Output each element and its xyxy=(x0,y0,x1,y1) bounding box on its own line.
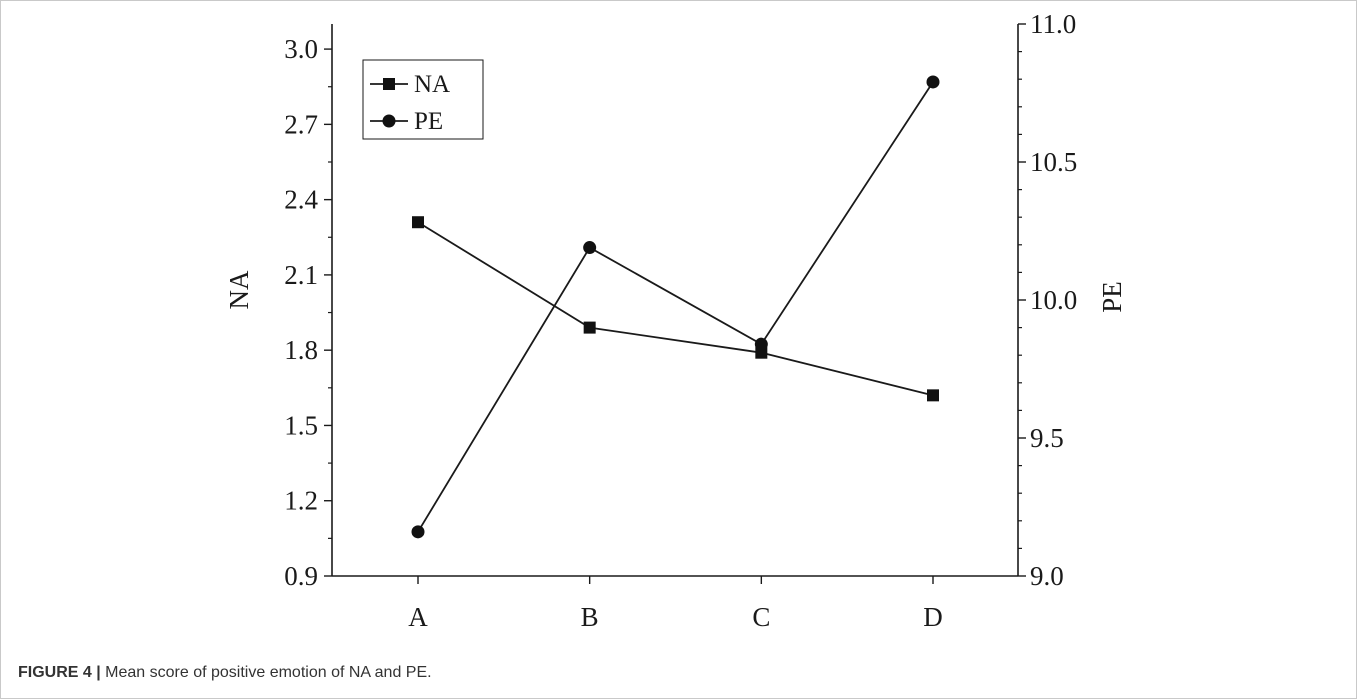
legend-box xyxy=(362,59,484,140)
figure-caption: FIGURE 4 | Mean score of positive emotio… xyxy=(18,664,1338,682)
x-tick-label: A xyxy=(408,602,428,632)
x-tick-label: D xyxy=(923,602,943,632)
series-line-pe xyxy=(417,81,934,533)
legend: NA PE xyxy=(362,59,484,140)
left-tick-label: 2.4 xyxy=(284,185,318,215)
left-tick-label: 2.1 xyxy=(284,260,318,290)
series-marker-na xyxy=(927,389,939,402)
plot-area: 0.9 1.2 1.5 1.8 2.1 2.4 2.7 3.0 9.0 9.5 10.0 10.5 11… xyxy=(284,9,1077,632)
caption-text: Mean score of positive emotion of NA and… xyxy=(105,664,432,681)
right-tick-label: 10.0 xyxy=(1030,285,1077,315)
right-tick-label: 10.5 xyxy=(1030,147,1077,177)
series-line-na xyxy=(417,221,934,397)
right-tick-label: 11.0 xyxy=(1030,9,1076,39)
legend-marker-pe xyxy=(382,114,396,128)
legend-marker-na xyxy=(383,78,395,90)
series-marker-na xyxy=(583,321,596,334)
left-tick-label: 1.5 xyxy=(284,410,318,440)
line-chart: 0.9 1.2 1.5 1.8 2.1 2.4 2.7 3.0 9.0 9.5 10.0 10.5 11… xyxy=(224,9,1127,632)
right-tick-label: 9.0 xyxy=(1030,561,1064,591)
left-axis-title: NA xyxy=(224,270,254,309)
series-marker-pe xyxy=(411,525,425,539)
right-axis-title: PE xyxy=(1097,281,1127,313)
left-tick-label: 0.9 xyxy=(284,561,318,591)
series-marker-pe xyxy=(754,337,768,351)
series-marker-na xyxy=(412,216,424,229)
left-tick-label: 1.8 xyxy=(284,335,318,365)
series-marker-pe xyxy=(583,241,597,255)
legend-label-pe: PE xyxy=(414,108,443,135)
caption-label: FIGURE 4 | xyxy=(18,664,101,681)
x-tick-label: B xyxy=(581,602,599,632)
series-marker-pe xyxy=(926,75,940,89)
right-tick-label: 9.5 xyxy=(1030,423,1064,453)
legend-label-na: NA xyxy=(414,71,450,98)
left-tick-label: 3.0 xyxy=(284,34,318,64)
x-tick-label: C xyxy=(752,602,770,632)
left-tick-label: 2.7 xyxy=(284,109,318,139)
left-tick-label: 1.2 xyxy=(284,486,318,516)
